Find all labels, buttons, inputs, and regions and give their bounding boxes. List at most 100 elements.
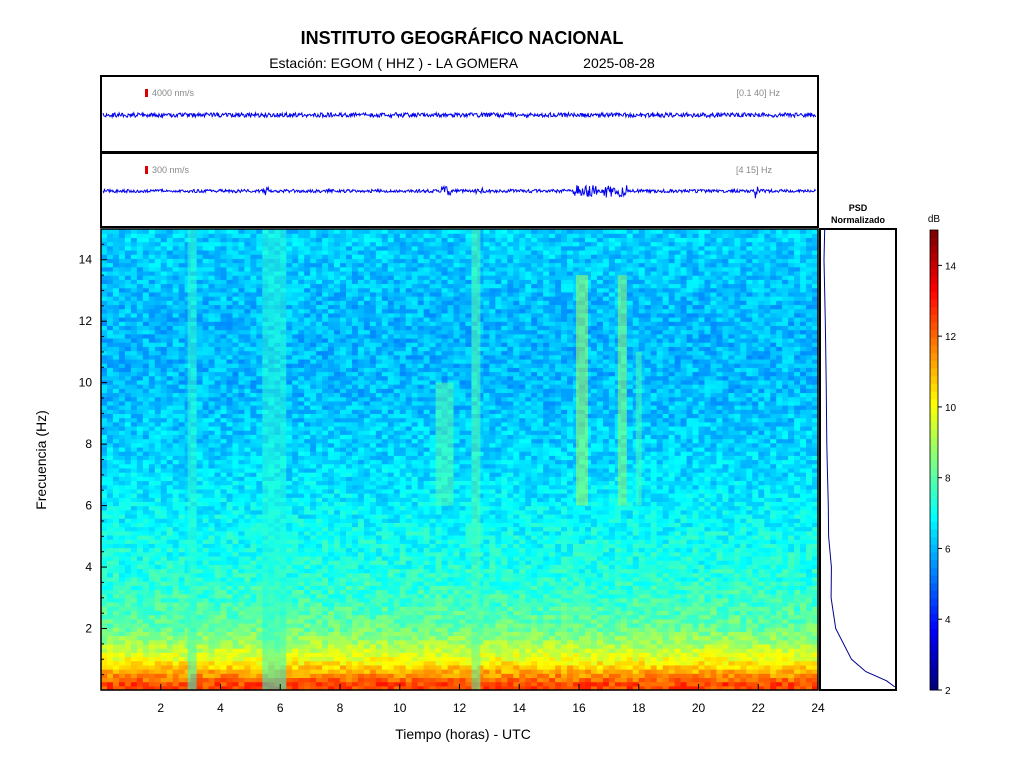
spectrogram-cell: [602, 593, 610, 599]
spectrogram-cell: [441, 547, 449, 553]
spectrogram-cell: [620, 601, 628, 607]
spectrogram-cell: [716, 669, 723, 674]
spectrogram-cell: [483, 610, 490, 616]
spectrogram-cell: [298, 543, 305, 549]
spectrogram-cell: [154, 597, 162, 603]
spectrogram-cell: [118, 631, 126, 637]
spectrogram-cell: [728, 597, 735, 603]
spectrogram-cell: [148, 564, 156, 570]
spectrogram-cell: [328, 593, 335, 599]
spectrogram-cell: [381, 551, 389, 557]
spectrogram-cell: [806, 627, 813, 632]
spectrogram-cell: [238, 618, 245, 624]
spectrogram-cell: [411, 601, 419, 607]
spectrogram-cell: [537, 551, 544, 557]
spectrogram-cell: [590, 568, 598, 574]
spectrogram-cell: [716, 551, 723, 557]
spectrogram-cell: [375, 589, 383, 595]
spectrogram-cell: [387, 568, 395, 574]
spectrogram-cell: [178, 581, 186, 586]
spectrogram-cell: [776, 660, 783, 666]
spectrogram-cell: [662, 539, 670, 544]
spectrogram-cell: [393, 606, 401, 611]
spectrogram-cell: [722, 685, 729, 691]
spectrogram-cell: [154, 685, 162, 691]
spectrogram-cell: [698, 618, 706, 624]
spectrogram-cell: [124, 555, 132, 561]
spectrogram-cell: [501, 643, 508, 649]
spectrogram-cell: [650, 669, 658, 674]
spectrogram-cell: [160, 610, 168, 616]
spectrogram-cell: [381, 610, 389, 616]
spectrogram-cell: [208, 539, 216, 544]
spectrogram-cell: [483, 677, 490, 683]
spectrogram-cell: [806, 606, 813, 611]
spectrogram-cell: [770, 555, 777, 561]
spectrogram-cell: [579, 639, 586, 645]
spectrogram-cell: [112, 522, 120, 528]
spectrogram-cell: [764, 614, 771, 620]
spectrogram-cell: [417, 643, 425, 649]
spectrogram-cell: [322, 673, 329, 679]
spectrogram-cell: [345, 568, 353, 574]
spectrogram-cell: [375, 648, 383, 653]
spectrogram-cell: [531, 597, 538, 603]
spectrogram-cell: [740, 568, 747, 574]
spectrogram-cell: [172, 635, 180, 641]
spectrogram-cell: [136, 618, 144, 624]
spectrogram-cell: [441, 648, 449, 653]
spectrogram-cell: [328, 606, 335, 611]
spectrogram-cell: [238, 635, 245, 641]
spectrogram-cell: [782, 526, 789, 532]
spectrogram-cell: [770, 656, 777, 662]
spectrogram-cell: [381, 530, 389, 536]
spectrogram-cell: [638, 518, 646, 523]
spectrogram-cell: [286, 581, 293, 586]
spectrogram-cell: [435, 534, 443, 540]
spectrogram-cell: [632, 585, 640, 591]
spectrogram-cell: [501, 518, 508, 523]
spectrogram-cell: [112, 543, 120, 549]
spectrogram-cell: [112, 669, 120, 674]
spectrogram-cell: [441, 631, 449, 637]
spectrogram-cell: [704, 681, 712, 687]
spectrogram-cell: [746, 539, 753, 544]
spectrogram-cell: [596, 564, 604, 570]
spectrogram-cell: [328, 522, 335, 528]
spectrogram-cell: [429, 555, 437, 561]
spectrogram-cell: [596, 610, 604, 616]
spectrogram-cell: [357, 543, 365, 549]
spectrogram-cell: [357, 622, 365, 628]
spectrogram-cell: [614, 673, 622, 679]
spectrogram-cell: [196, 601, 204, 607]
spectrogram-cell: [728, 681, 735, 687]
spectrogram-cell: [776, 522, 783, 528]
spectrogram-cell: [584, 614, 592, 620]
spectrogram-cell: [740, 522, 747, 528]
spectrogram-cell: [812, 589, 819, 595]
spectrogram-cell: [292, 560, 299, 565]
spectrogram-cell: [537, 610, 544, 616]
spectrogram-cell: [136, 551, 144, 557]
spectrogram-cell: [112, 610, 120, 616]
spectrogram-cell: [555, 681, 562, 687]
spectrogram-cell: [800, 660, 807, 666]
spectrogram-cell: [710, 534, 718, 540]
spectrogram-cell: [196, 585, 204, 591]
spectrogram-cell: [118, 669, 126, 674]
spectrogram-cell: [710, 685, 718, 691]
spectrogram-cell: [220, 518, 228, 523]
spectrogram-cell: [202, 560, 210, 565]
spectrogram-cell: [453, 518, 461, 523]
spectrogram-cell: [256, 673, 263, 679]
spectrogram-cell: [357, 635, 365, 641]
spectrogram-cell: [800, 677, 807, 683]
spectrogram-cell: [716, 534, 723, 540]
spectrogram-cell: [704, 685, 712, 691]
spectrogram-cell: [441, 576, 449, 582]
spectrogram-cell: [692, 555, 700, 561]
spectrogram-cell: [316, 618, 323, 624]
spectrogram-cell: [345, 652, 353, 658]
spectrogram-cell: [740, 652, 747, 658]
spectrogram-cell: [507, 539, 514, 544]
